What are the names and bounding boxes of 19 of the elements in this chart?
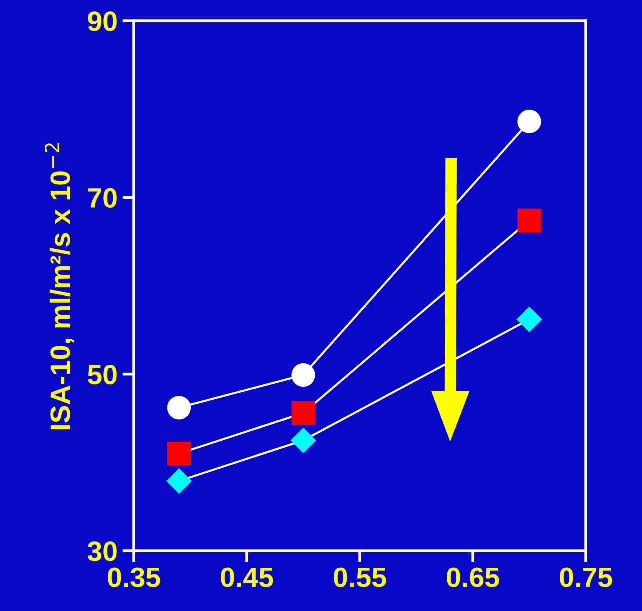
x-tick-label: 0.55: [334, 568, 386, 588]
x-tick-label: 0.65: [447, 568, 500, 588]
point: [167, 442, 192, 466]
point: [292, 363, 316, 388]
y-tick-label: 90: [88, 12, 117, 32]
x-tick-label: 0.75: [560, 568, 612, 588]
y-axis-title: ISA-10, ml/m²/s x 10$^{−2}$: [44, 144, 74, 430]
x-tick-label: 0.45: [221, 568, 274, 588]
y-tick-label: 50: [88, 365, 117, 385]
x-tick-label: 0.35: [108, 568, 160, 588]
point: [518, 110, 542, 134]
y-tick-label: 70: [88, 188, 117, 208]
point: [518, 208, 542, 232]
point: [517, 307, 542, 332]
point: [167, 396, 192, 420]
point: [292, 401, 316, 426]
point: [291, 428, 316, 454]
point: [166, 468, 192, 494]
y-tick-label: 30: [88, 542, 117, 562]
